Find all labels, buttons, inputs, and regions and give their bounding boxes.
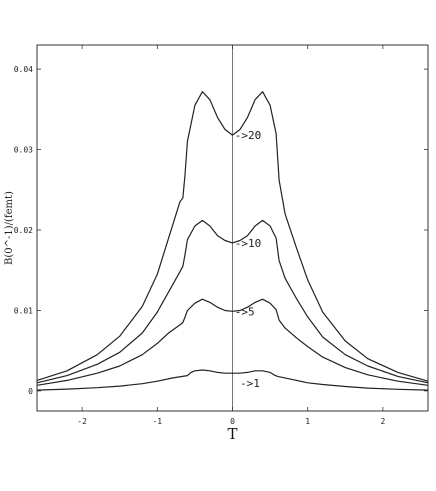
x-tick-label: 1	[305, 417, 310, 426]
y-tick-label: 0.02	[14, 226, 33, 235]
series-line-3	[36, 298, 429, 386]
curve-annotation: ->1	[240, 377, 260, 390]
y-tick-label: 0.04	[14, 65, 33, 74]
y-ticks: 0 0.01 0.02 0.03 0.04	[14, 65, 428, 396]
series-line-2	[36, 219, 429, 384]
x-tick-label: -1	[152, 417, 162, 426]
series-group	[36, 91, 429, 391]
y-tick-label: 0	[28, 387, 33, 396]
curve-annotation: ->5	[235, 305, 255, 318]
series-line-4	[36, 369, 429, 391]
curve-annotation: ->20	[235, 129, 262, 142]
y-tick-label: 0.03	[14, 146, 33, 155]
x-tick-label: -2	[77, 417, 87, 426]
y-tick-label: 0.01	[14, 306, 33, 315]
y-axis-label: B(0^-1)/(femt)	[4, 191, 15, 265]
series-line-1	[36, 91, 429, 382]
x-tick-label: 0	[230, 417, 235, 426]
curve-annotation: ->10	[235, 237, 262, 250]
x-axis-label: T	[227, 425, 237, 443]
x-tick-label: 2	[380, 417, 385, 426]
annotations: ->20 ->10 ->5 ->1	[235, 129, 262, 390]
x-ticks: -2 -1 0 1 2	[77, 45, 385, 426]
